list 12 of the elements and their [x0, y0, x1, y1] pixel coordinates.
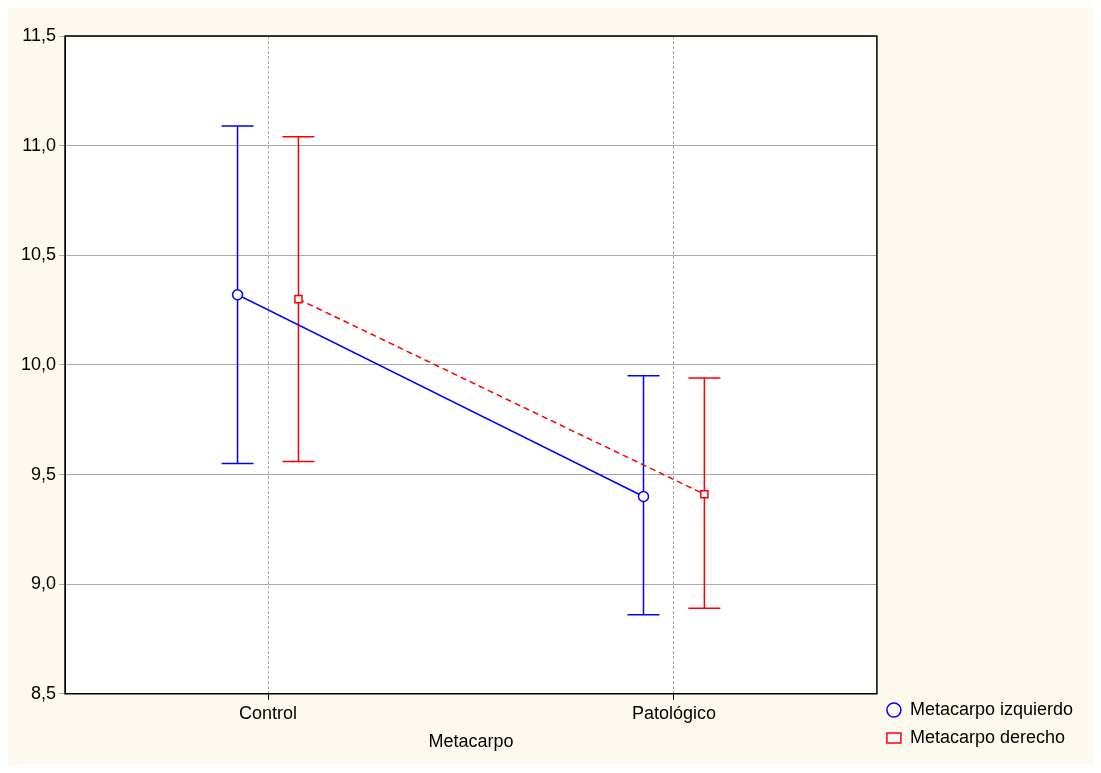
- legend-label: Metacarpo izquierdo: [909, 698, 1073, 719]
- x-tick-label: Patológico: [631, 702, 716, 723]
- y-tick-label: 11,5: [22, 24, 57, 45]
- y-tick-label: 8,5: [31, 682, 57, 703]
- y-tick-label: 10,0: [20, 353, 57, 374]
- y-tick-label: 11,0: [22, 134, 57, 155]
- y-tick-label: 9,0: [31, 573, 57, 594]
- x-axis-title: Metacarpo: [428, 731, 514, 752]
- x-tick-label: Control: [238, 702, 298, 723]
- y-tick-label: 9,5: [31, 463, 57, 484]
- legend-label: Metacarpo derecho: [909, 726, 1065, 747]
- y-tick-label: 10,5: [20, 244, 57, 265]
